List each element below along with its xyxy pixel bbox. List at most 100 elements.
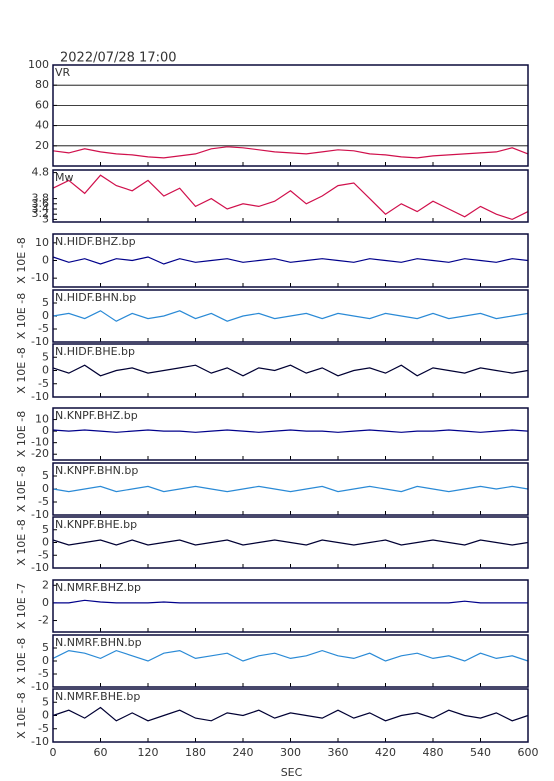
- y-tick-label: 100: [28, 58, 49, 71]
- panel-label: N.HIDF.BHE.bp: [55, 345, 135, 358]
- y-tick-label: 0: [42, 596, 49, 609]
- y-axis-label: X 10E -8: [15, 692, 28, 738]
- y-tick-label: 3.8: [32, 192, 50, 205]
- y-tick-label: 0: [42, 709, 49, 722]
- trace: [52, 706, 529, 722]
- y-axis-label: X 10E -8: [15, 293, 28, 339]
- y-tick-label: -10: [31, 508, 49, 521]
- y-tick-label: -10: [31, 436, 49, 449]
- x-tick-label: 300: [280, 746, 301, 759]
- panel-label: N.HIDF.BHN.bp: [55, 291, 136, 304]
- x-tick-label: 180: [185, 746, 206, 759]
- panel-label: N.NMRF.BHN.bp: [55, 636, 142, 649]
- trace: [52, 174, 529, 221]
- panel-frame: [52, 64, 529, 167]
- y-tick-label: 5: [42, 695, 49, 708]
- y-tick-label: -10: [31, 390, 49, 403]
- x-tick-label: 420: [375, 746, 396, 759]
- panel-label: N.KNPF.BHZ.bp: [55, 409, 138, 422]
- y-tick-label: -5: [38, 722, 49, 735]
- y-tick-label: -2: [38, 614, 49, 627]
- y-tick-label: -10: [31, 271, 49, 284]
- y-tick-label: -20: [31, 447, 49, 460]
- y-tick-label: 20: [35, 139, 49, 152]
- panel-frame: [52, 343, 529, 398]
- panel-label: N.NMRF.BHZ.bp: [55, 581, 141, 594]
- y-tick-label: 5: [42, 523, 49, 536]
- y-tick-label: 40: [35, 119, 49, 132]
- x-tick-label: 480: [423, 746, 444, 759]
- y-tick-label: -10: [31, 561, 49, 574]
- y-tick-label: 0: [42, 654, 49, 667]
- y-tick-label: 5: [42, 296, 49, 309]
- y-tick-label: 0: [42, 536, 49, 549]
- x-tick-label: 240: [233, 746, 254, 759]
- y-tick-label: -5: [38, 322, 49, 335]
- x-tick-label: 600: [518, 746, 539, 759]
- trace: [52, 649, 529, 662]
- panel-frame: [52, 634, 529, 688]
- x-tick-label: 120: [138, 746, 159, 759]
- y-axis-label: X 10E -8: [15, 237, 28, 283]
- panel-label: N.NMRF.BHE.bp: [55, 690, 140, 703]
- trace: [52, 310, 529, 322]
- x-tick-label: 0: [50, 746, 57, 759]
- trace: [52, 256, 529, 265]
- panel-frame: [52, 233, 529, 288]
- y-tick-label: -5: [38, 495, 49, 508]
- y-axis-label: X 10E -8: [15, 638, 28, 684]
- y-tick-label: 10: [35, 413, 49, 426]
- trace: [53, 599, 528, 604]
- trace: [52, 539, 529, 546]
- trace: [52, 364, 529, 377]
- y-tick-label: 0: [42, 364, 49, 377]
- y-tick-label: 5: [42, 469, 49, 482]
- y-axis-label: X 10E -8: [15, 466, 28, 512]
- y-tick-label: -5: [38, 548, 49, 561]
- y-tick-label: 5: [42, 350, 49, 363]
- panel-frame: [52, 289, 529, 343]
- y-axis-label: X 10E -7: [15, 583, 28, 629]
- y-tick-label: 3.2: [32, 207, 50, 220]
- x-tick-label: 60: [94, 746, 108, 759]
- trace: [52, 146, 529, 159]
- y-tick-label: 0: [42, 309, 49, 322]
- y-tick-label: 5: [42, 641, 49, 654]
- y-tick-label: 0: [42, 254, 49, 267]
- panel-frame: [52, 516, 529, 569]
- x-tick-label: 360: [328, 746, 349, 759]
- panel-label: Mw: [55, 171, 74, 184]
- y-tick-label: -10: [31, 680, 49, 693]
- panel-label: N.KNPF.BHN.bp: [55, 464, 138, 477]
- panel-frame: [52, 462, 529, 516]
- panel-label: N.KNPF.BHE.bp: [55, 518, 137, 531]
- y-tick-label: 10: [35, 236, 49, 249]
- x-tick-label: 540: [470, 746, 491, 759]
- y-tick-label: 0: [42, 424, 49, 437]
- y-tick-label: 2: [42, 578, 49, 591]
- panel-label: VR: [55, 66, 71, 79]
- y-tick-label: 3.4: [32, 202, 50, 215]
- chart-title: 2022/07/28 17:00: [60, 51, 177, 66]
- panel-frame: [52, 688, 529, 743]
- panel-label: N.HIDF.BHZ.bp: [55, 235, 136, 248]
- x-axis-label: SEC: [281, 766, 303, 779]
- y-axis-label: X 10E -8: [15, 519, 28, 565]
- panel-frame: [52, 579, 529, 633]
- y-tick-label: -10: [31, 335, 49, 348]
- y-axis-label: X 10E -8: [15, 411, 28, 457]
- y-tick-label: -10: [31, 735, 49, 748]
- y-axis-label: X 10E -8: [15, 347, 28, 393]
- y-tick-label: 3: [42, 212, 49, 225]
- panel-frame: [52, 169, 529, 223]
- y-tick-label: -5: [38, 667, 49, 680]
- y-tick-label: 3.6: [32, 197, 50, 210]
- y-tick-label: -5: [38, 377, 49, 390]
- y-tick-label: 4.8: [32, 166, 50, 179]
- trace: [52, 485, 529, 493]
- y-tick-label: 60: [35, 98, 49, 111]
- y-tick-label: 0: [42, 482, 49, 495]
- trace: [52, 429, 529, 433]
- panel-frame: [52, 407, 529, 461]
